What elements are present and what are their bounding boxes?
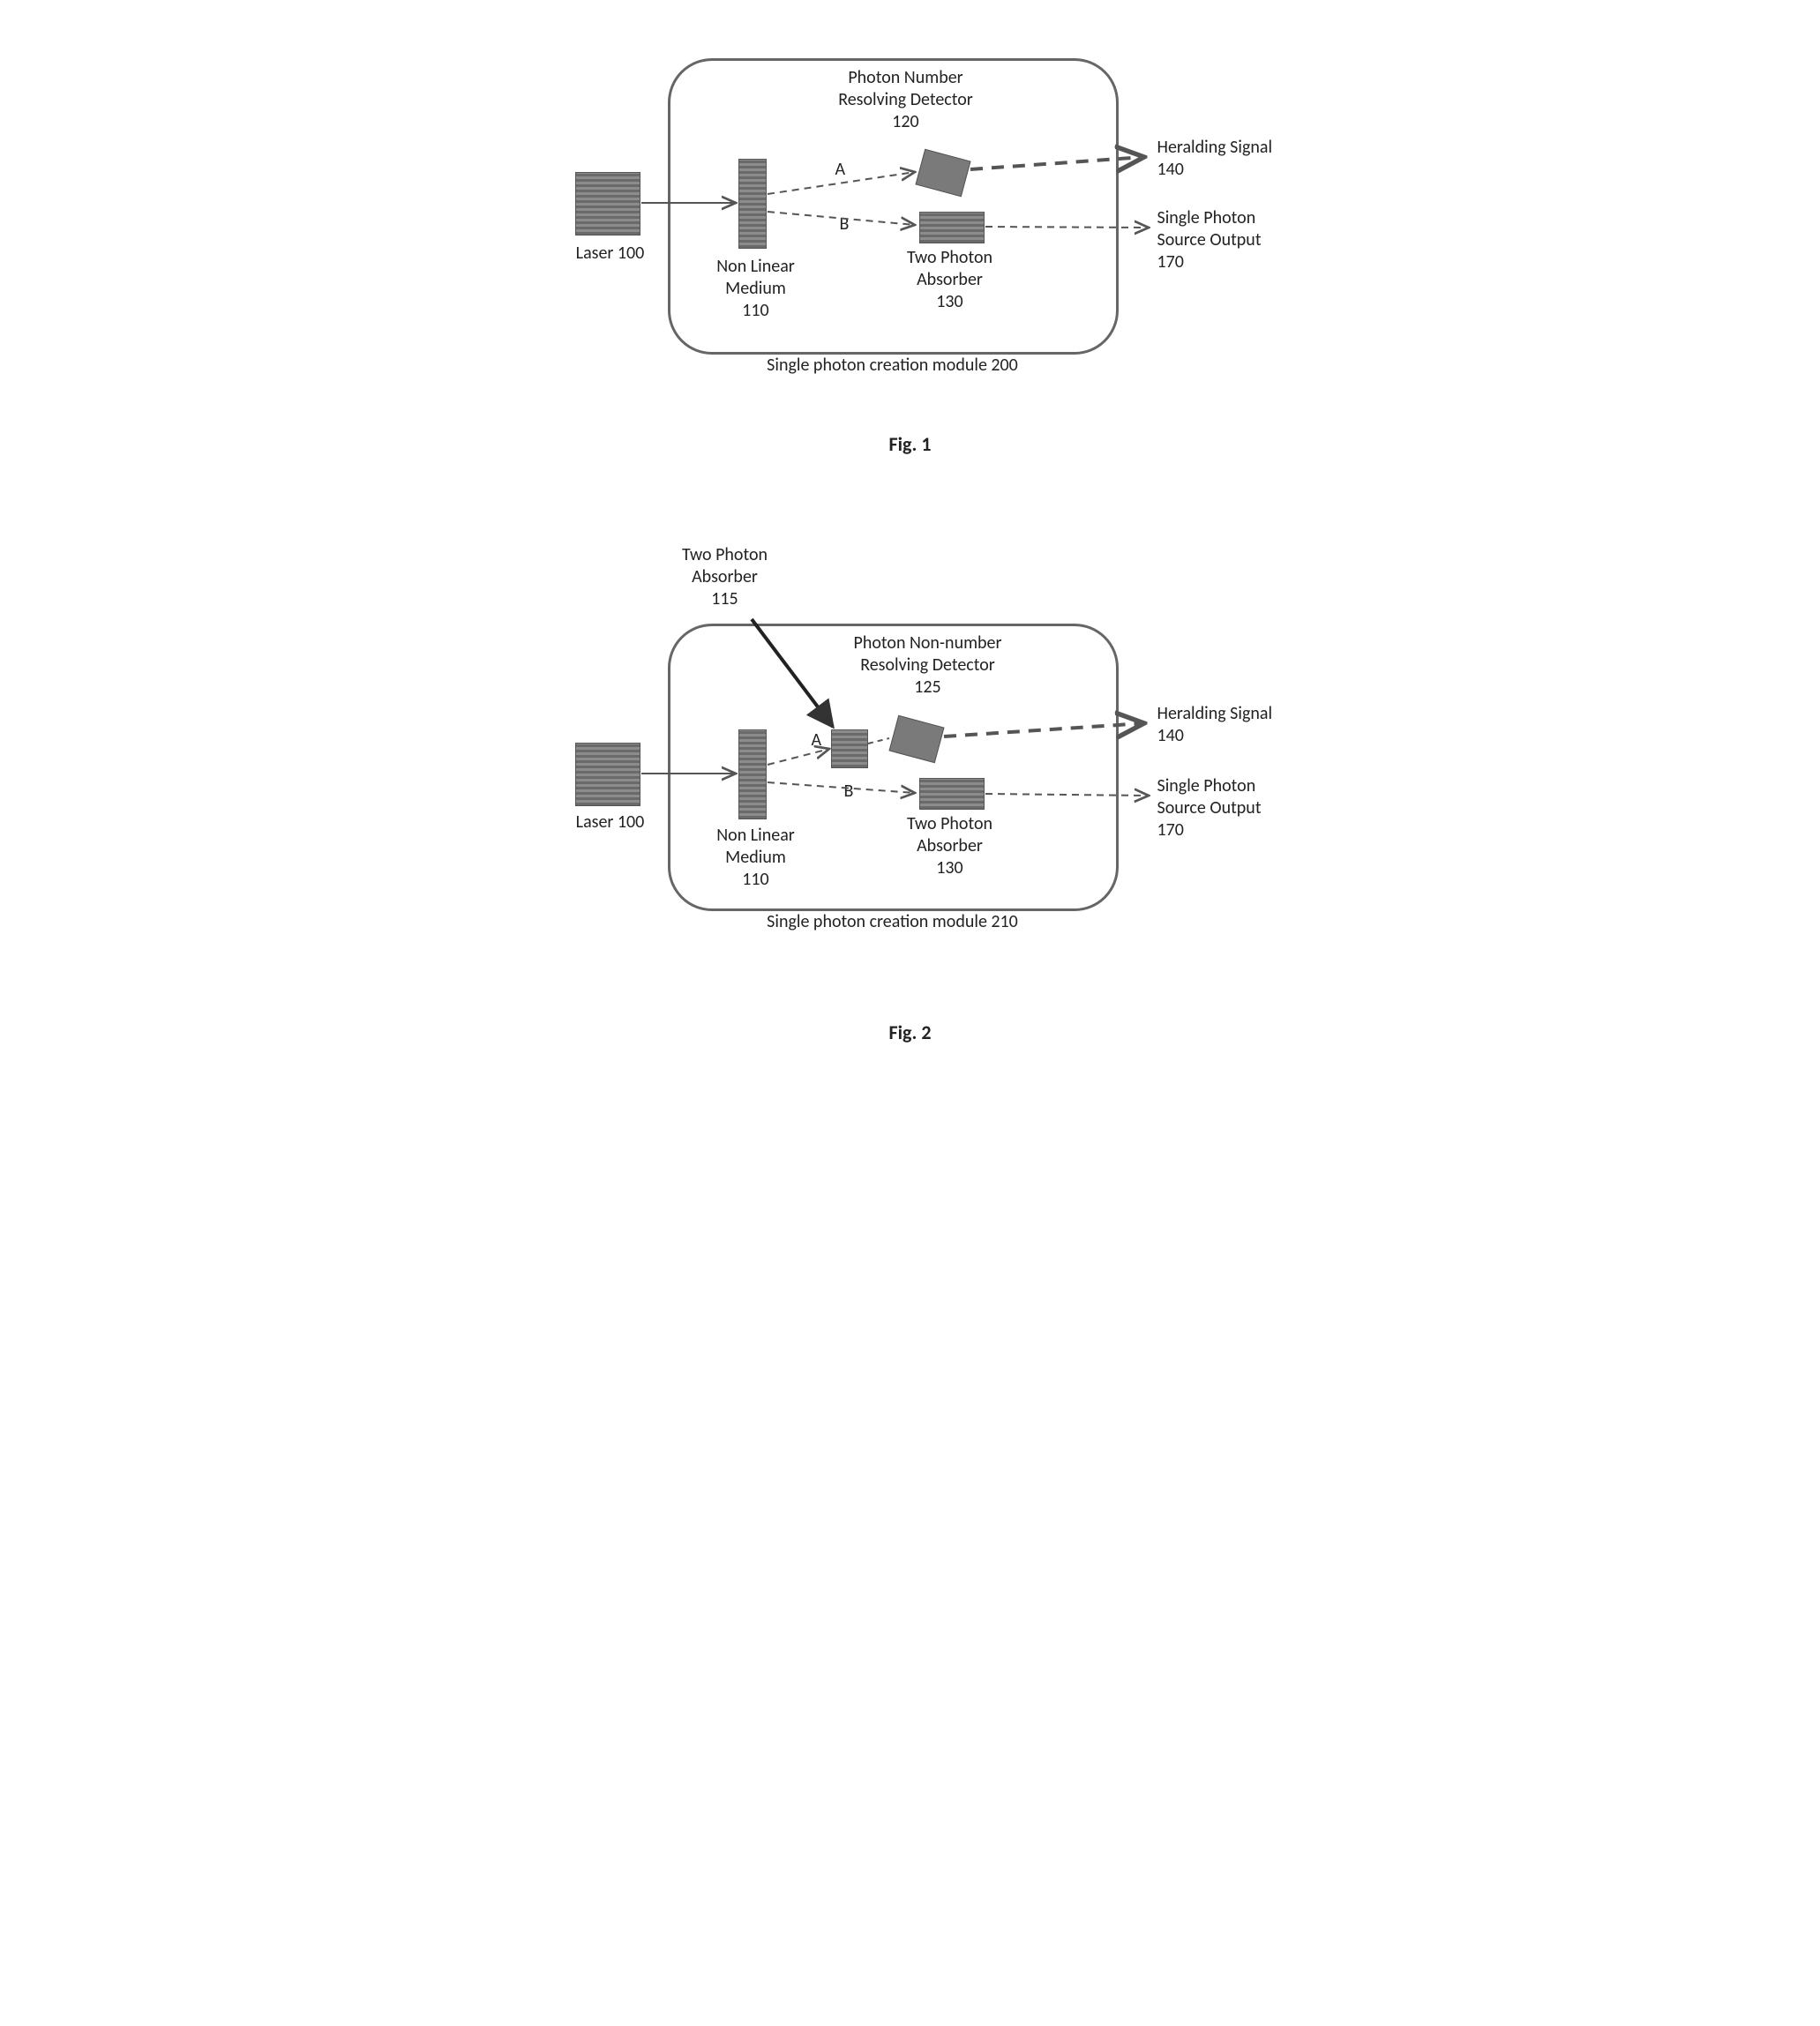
fig1-path-b-label: B — [840, 213, 850, 235]
fig1-laser-block — [575, 172, 640, 235]
fig2-absorber-a-label: Two Photon Absorber 115 — [637, 544, 813, 610]
fig2-diagram: Laser 100 Non Linear Medium 110 Two Phot… — [478, 544, 1343, 968]
fig1-absorber-b-block — [919, 212, 985, 243]
fig2-single-photon-label: Single Photon Source Output 170 — [1157, 775, 1343, 841]
fig2-path-b-label: B — [844, 781, 854, 803]
fig1-module-label: Single photon creation module 200 — [694, 355, 1091, 377]
fig2-detector-label: Photon Non-number Resolving Detector 125 — [796, 632, 1060, 699]
fig2-absorber-b-label: Two Photon Absorber 130 — [866, 813, 1034, 879]
fig2-absorber-a-block — [831, 729, 868, 768]
fig1-absorber-b-label: Two Photon Absorber 130 — [866, 247, 1034, 313]
fig1-laser-label: Laser 100 — [558, 243, 663, 265]
fig2-path-a-label: A — [812, 729, 822, 751]
fig1-single-photon-label: Single Photon Source Output 170 — [1157, 207, 1343, 273]
fig1-nonlinear-block — [738, 159, 767, 249]
fig2-caption: Fig. 2 — [478, 1020, 1343, 1044]
fig1-caption: Fig. 1 — [478, 432, 1343, 456]
fig1-path-a-label: A — [835, 159, 846, 181]
fig2-heralding-label: Heralding Signal 140 — [1157, 703, 1343, 747]
figure-2: Laser 100 Non Linear Medium 110 Two Phot… — [478, 544, 1343, 1044]
fig2-laser-block — [575, 743, 640, 806]
fig2-nonlinear-label: Non Linear Medium 110 — [699, 825, 813, 891]
fig2-nonlinear-block — [738, 729, 767, 819]
fig2-module-label: Single photon creation module 210 — [694, 911, 1091, 933]
fig2-absorber-b-block — [919, 778, 985, 810]
figure-1: Laser 100 Non Linear Medium 110 Photon N… — [478, 35, 1343, 456]
fig2-laser-label: Laser 100 — [558, 811, 663, 834]
fig1-heralding-label: Heralding Signal 140 — [1157, 137, 1343, 181]
fig1-nonlinear-label: Non Linear Medium 110 — [699, 256, 813, 322]
fig1-diagram: Laser 100 Non Linear Medium 110 Photon N… — [478, 35, 1343, 406]
fig1-detector-label: Photon Number Resolving Detector 120 — [783, 67, 1030, 133]
